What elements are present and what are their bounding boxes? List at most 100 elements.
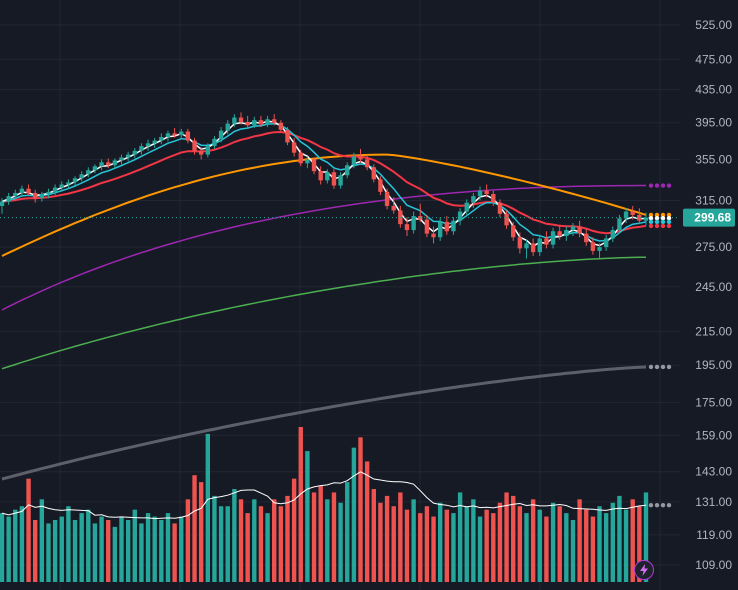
candle-body[interactable] xyxy=(152,140,157,144)
candle-body[interactable] xyxy=(497,202,503,214)
candle-body[interactable] xyxy=(477,190,483,197)
candle-body[interactable] xyxy=(537,238,542,253)
candle-body[interactable] xyxy=(358,156,363,160)
candle-body[interactable] xyxy=(99,162,104,167)
lightning-bolt-icon[interactable] xyxy=(634,560,654,580)
candle-body[interactable] xyxy=(550,231,556,245)
candle-body[interactable] xyxy=(205,146,211,155)
candle-body[interactable] xyxy=(245,121,250,126)
candle-body[interactable] xyxy=(185,131,191,141)
candle-body[interactable] xyxy=(218,130,224,139)
candle-body[interactable] xyxy=(325,172,330,181)
candle-body[interactable] xyxy=(451,220,456,232)
candle-body[interactable] xyxy=(165,133,171,137)
candle-body[interactable] xyxy=(125,154,131,158)
candle-body[interactable] xyxy=(597,247,602,251)
candle-body[interactable] xyxy=(464,202,469,212)
candle-body[interactable] xyxy=(491,193,496,203)
candle-body[interactable] xyxy=(179,131,184,136)
candle-body[interactable] xyxy=(345,165,350,176)
candle-body[interactable] xyxy=(590,242,596,251)
candle-body[interactable] xyxy=(484,190,489,194)
candle-body[interactable] xyxy=(530,243,536,253)
candle-body[interactable] xyxy=(471,196,476,203)
candle-body[interactable] xyxy=(544,238,549,245)
candle-body[interactable] xyxy=(291,142,297,153)
candle-body[interactable] xyxy=(431,233,436,238)
candle-body[interactable] xyxy=(577,226,582,234)
candle-body[interactable] xyxy=(504,213,509,226)
candle-body[interactable] xyxy=(557,231,562,237)
candle-body[interactable] xyxy=(623,211,629,219)
candle-body[interactable] xyxy=(610,230,615,239)
candle-body[interactable] xyxy=(172,133,177,136)
candle-body[interactable] xyxy=(371,167,376,180)
candle-body[interactable] xyxy=(0,201,5,206)
candle-body[interactable] xyxy=(145,143,151,147)
candle-body[interactable] xyxy=(384,191,390,206)
candle-body[interactable] xyxy=(59,184,64,188)
candle-body[interactable] xyxy=(139,146,144,151)
candle-body[interactable] xyxy=(584,233,589,243)
candle-body[interactable] xyxy=(39,193,45,199)
candle-body[interactable] xyxy=(106,162,111,166)
candle-body[interactable] xyxy=(391,205,396,211)
candle-body[interactable] xyxy=(524,243,529,249)
candle-body[interactable] xyxy=(331,172,337,186)
candlesticks[interactable] xyxy=(0,112,649,259)
candle-body[interactable] xyxy=(298,152,303,164)
candle-body[interactable] xyxy=(192,140,197,151)
candle-body[interactable] xyxy=(66,182,71,185)
candle-body[interactable] xyxy=(6,196,11,202)
candle-body[interactable] xyxy=(444,221,450,232)
candle-body[interactable] xyxy=(278,122,284,130)
candle-body[interactable] xyxy=(232,117,237,124)
candle-body[interactable] xyxy=(318,171,323,181)
candle-body[interactable] xyxy=(132,150,137,155)
price-axis[interactable]: 525.00 475.00 435.00 395.00 355.00 315.00 275.… xyxy=(695,18,732,572)
candle-body[interactable] xyxy=(198,150,204,155)
candle-body[interactable] xyxy=(72,178,78,183)
candle-body[interactable] xyxy=(603,238,609,248)
candle-body[interactable] xyxy=(225,123,230,131)
candle-body[interactable] xyxy=(159,136,164,141)
candle-body[interactable] xyxy=(424,219,430,234)
candle-body[interactable] xyxy=(112,160,118,166)
candle-body[interactable] xyxy=(617,218,622,231)
candle-body[interactable] xyxy=(285,129,290,143)
candle-body[interactable] xyxy=(119,157,124,161)
candle-body[interactable] xyxy=(351,156,357,166)
candle-body[interactable] xyxy=(52,187,58,192)
candle-body[interactable] xyxy=(404,224,410,231)
candle-body[interactable] xyxy=(272,119,277,123)
candle-body[interactable] xyxy=(437,221,443,238)
candle-body[interactable] xyxy=(79,174,84,179)
candle-body[interactable] xyxy=(411,216,416,231)
candle-body[interactable] xyxy=(26,188,31,193)
candle-body[interactable] xyxy=(19,188,25,193)
candle-body[interactable] xyxy=(643,217,649,221)
candle-body[interactable] xyxy=(258,120,264,125)
candle-body[interactable] xyxy=(212,138,217,147)
candle-body[interactable] xyxy=(511,225,516,238)
candle-body[interactable] xyxy=(33,192,38,199)
candle-body[interactable] xyxy=(13,192,18,197)
candle-body[interactable] xyxy=(305,159,310,164)
candle-body[interactable] xyxy=(311,159,317,172)
candle-body[interactable] xyxy=(457,211,463,221)
candle-body[interactable] xyxy=(364,159,370,168)
candle-body[interactable] xyxy=(630,211,635,215)
candle-body[interactable] xyxy=(92,166,98,171)
candle-body[interactable] xyxy=(378,179,383,192)
candle-body[interactable] xyxy=(238,117,244,122)
candle-body[interactable] xyxy=(637,214,642,221)
candle-body[interactable] xyxy=(517,237,523,249)
candle-body[interactable] xyxy=(570,226,576,231)
candle-body[interactable] xyxy=(265,119,270,125)
candle-body[interactable] xyxy=(564,230,569,237)
candle-body[interactable] xyxy=(338,175,343,186)
candle-body[interactable] xyxy=(86,170,91,175)
candle-body[interactable] xyxy=(46,191,51,194)
candle-body[interactable] xyxy=(252,120,257,126)
